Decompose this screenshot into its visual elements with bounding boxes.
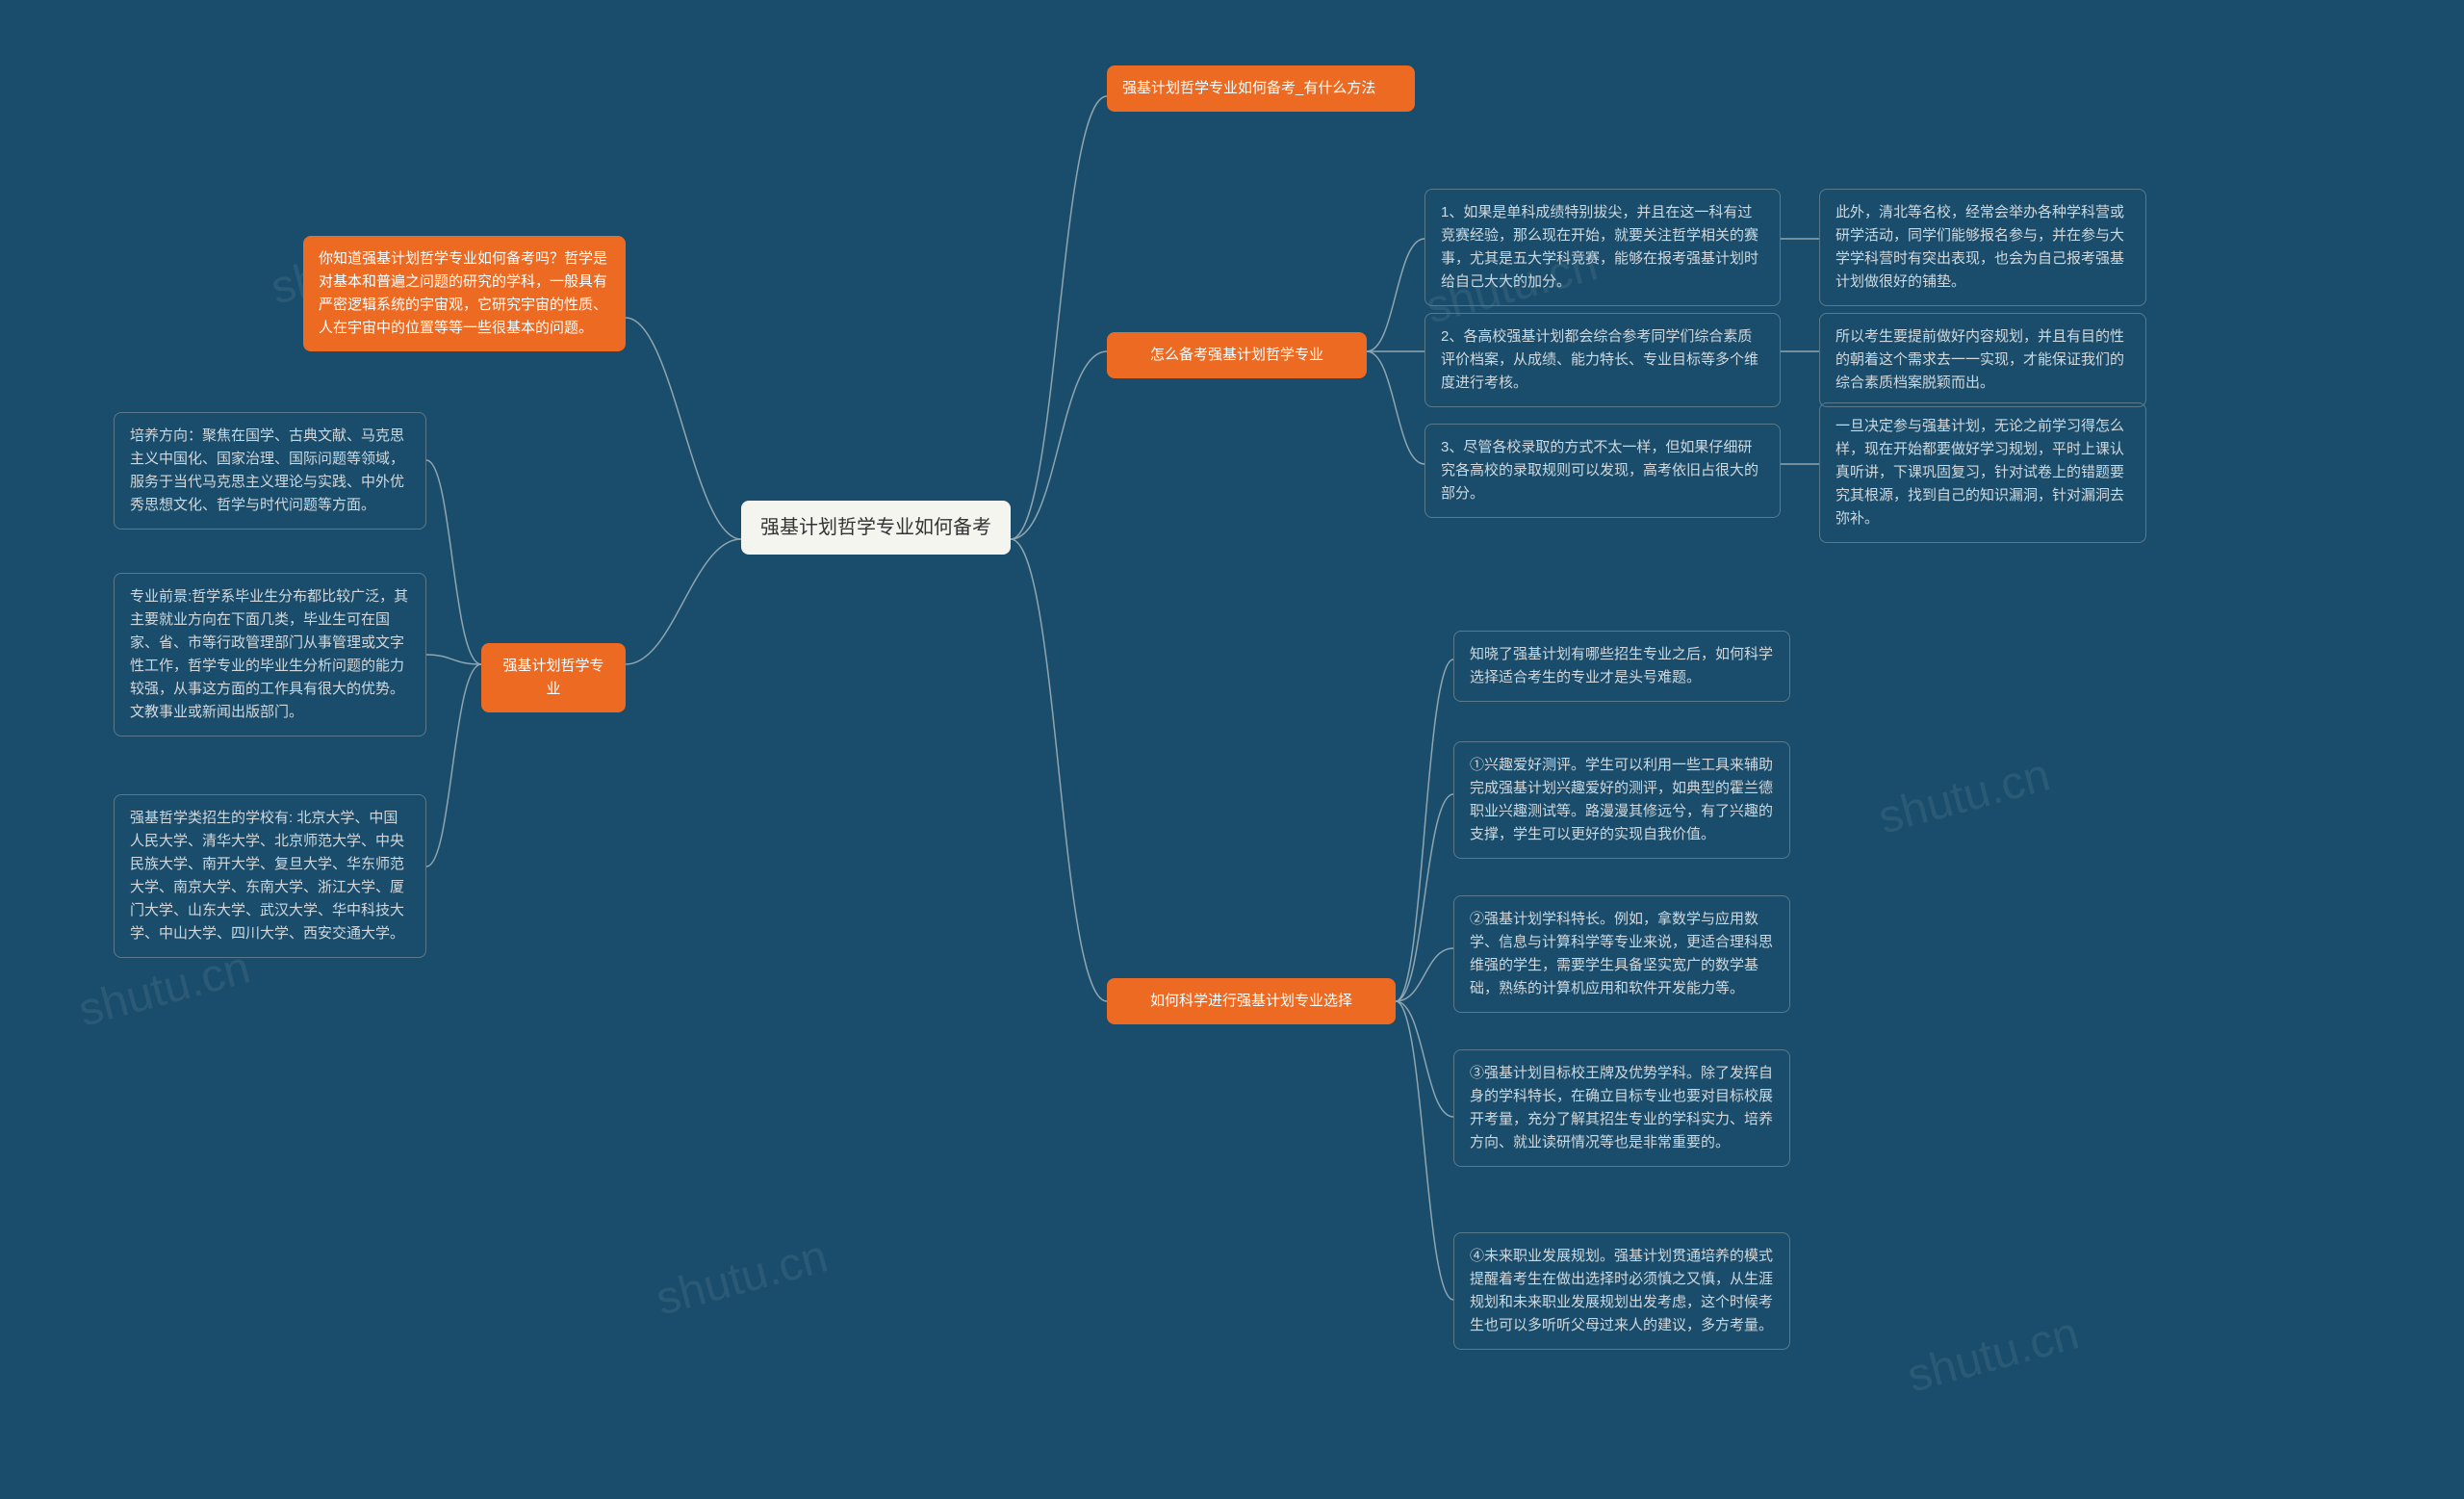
- r3-child-2[interactable]: ②强基计划学科特长。例如，拿数学与应用数学、信息与计算科学等专业来说，更适合理科…: [1453, 895, 1790, 1013]
- r2-row-1-extra[interactable]: 所以考生要提前做好内容规划，并且有目的性的朝着这个需求去一一实现，才能保证我们的…: [1819, 313, 2146, 407]
- r3-child-1[interactable]: ①兴趣爱好测评。学生可以利用一些工具来辅助完成强基计划兴趣爱好的测评，如典型的霍…: [1453, 741, 1790, 859]
- watermark: shutu.cn: [651, 1229, 834, 1326]
- right-branch-1[interactable]: 强基计划哲学专业如何备考_有什么方法: [1107, 65, 1415, 112]
- left-branch-title[interactable]: 强基计划哲学专业: [481, 643, 626, 712]
- r2-row-2-extra[interactable]: 一旦决定参与强基计划，无论之前学习得怎么样，现在开始都要做好学习规划，平时上课认…: [1819, 402, 2146, 543]
- left-child-0[interactable]: 培养方向：聚焦在国学、古典文献、马克思主义中国化、国家治理、国际问题等领域，服务…: [114, 412, 426, 530]
- left-intro[interactable]: 你知道强基计划哲学专业如何备考吗？哲学是对基本和普遍之问题的研究的学科，一般具有…: [303, 236, 626, 351]
- r3-child-4[interactable]: ④未来职业发展规划。强基计划贯通培养的模式提醒着考生在做出选择时必须慎之又慎，从…: [1453, 1232, 1790, 1350]
- r3-child-3[interactable]: ③强基计划目标校王牌及优势学科。除了发挥自身的学科特长，在确立目标专业也要对目标…: [1453, 1049, 1790, 1167]
- r2-row-0-extra[interactable]: 此外，清北等名校，经常会举办各种学科营或研学活动，同学们能够报名参与，并在参与大…: [1819, 189, 2146, 306]
- right-branch-2-title[interactable]: 怎么备考强基计划哲学专业: [1107, 332, 1367, 378]
- r2-row-2-main[interactable]: 3、尽管各校录取的方式不太一样，但如果仔细研究各高校的录取规则可以发现，高考依旧…: [1424, 424, 1781, 518]
- watermark: shutu.cn: [1902, 1306, 2085, 1403]
- r2-row-1-main[interactable]: 2、各高校强基计划都会综合参考同学们综合素质评价档案，从成绩、能力特长、专业目标…: [1424, 313, 1781, 407]
- r2-row-0-main[interactable]: 1、如果是单科成绩特别拔尖，并且在这一科有过竞赛经验，那么现在开始，就要关注哲学…: [1424, 189, 1781, 306]
- r3-child-0[interactable]: 知晓了强基计划有哪些招生专业之后，如何科学选择适合考生的专业才是头号难题。: [1453, 631, 1790, 702]
- root-node[interactable]: 强基计划哲学专业如何备考: [741, 501, 1011, 555]
- left-child-2[interactable]: 强基哲学类招生的学校有: 北京大学、中国人民大学、清华大学、北京师范大学、中央民…: [114, 794, 426, 958]
- left-child-1[interactable]: 专业前景:哲学系毕业生分布都比较广泛，其主要就业方向在下面几类，毕业生可在国家、…: [114, 573, 426, 737]
- right-branch-3-title[interactable]: 如何科学进行强基计划专业选择: [1107, 978, 1396, 1024]
- watermark: shutu.cn: [1873, 748, 2056, 844]
